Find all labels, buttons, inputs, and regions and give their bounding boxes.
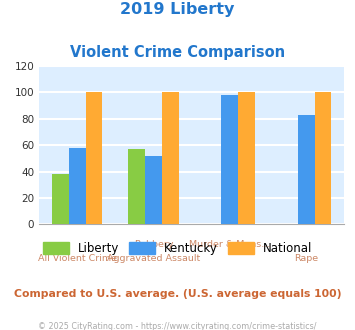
Bar [129, 149, 145, 224]
Text: Aggravated Assault: Aggravated Assault [107, 253, 200, 263]
Bar [145, 156, 162, 224]
Text: © 2025 CityRating.com - https://www.cityrating.com/crime-statistics/: © 2025 CityRating.com - https://www.city… [38, 322, 317, 330]
Text: All Violent Crime: All Violent Crime [38, 253, 117, 263]
Bar [222, 95, 238, 224]
Text: Violent Crime Comparison: Violent Crime Comparison [70, 45, 285, 59]
Bar [298, 115, 315, 224]
Bar [86, 92, 102, 224]
Bar [315, 92, 331, 224]
Text: 2019 Liberty: 2019 Liberty [120, 2, 235, 16]
Bar [69, 148, 86, 224]
Bar [238, 92, 255, 224]
Text: Rape: Rape [294, 253, 318, 263]
Text: Robbery: Robbery [134, 240, 173, 249]
Text: Murder & Mans...: Murder & Mans... [189, 240, 271, 249]
Bar [162, 92, 179, 224]
Text: Compared to U.S. average. (U.S. average equals 100): Compared to U.S. average. (U.S. average … [14, 289, 341, 299]
Legend: Liberty, Kentucky, National: Liberty, Kentucky, National [38, 237, 317, 260]
Bar [52, 174, 69, 224]
